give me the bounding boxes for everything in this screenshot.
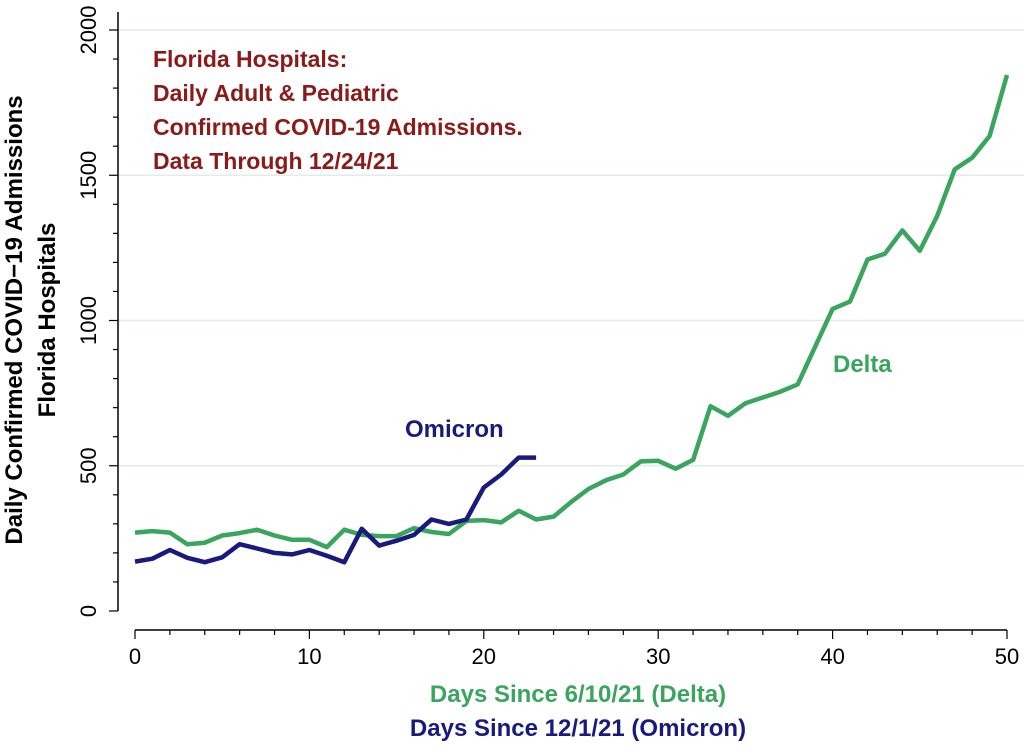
x-axis: 0 10 20 30 40 50 bbox=[129, 629, 1019, 669]
series-line-omicron bbox=[134, 455, 537, 565]
y-tick-label: 1500 bbox=[76, 151, 101, 200]
y-axis: 0 500 1000 1500 2000 bbox=[76, 6, 119, 617]
series-line-delta bbox=[134, 74, 1010, 550]
y-tick-label: 0 bbox=[76, 605, 101, 617]
x-tick-label: 0 bbox=[129, 644, 141, 669]
y-axis-title-line-1: Daily Confirmed COVID−19 Admissions bbox=[1, 95, 28, 544]
x-tick-label: 10 bbox=[297, 644, 321, 669]
chart-annotation: Florida Hospitals: Daily Adult & Pediatr… bbox=[153, 46, 523, 174]
x-tick-label: 20 bbox=[472, 644, 496, 669]
annotation-line-3: Confirmed COVID-19 Admissions. bbox=[153, 114, 523, 140]
x-axis-title: Days Since 6/10/21 (Delta) Days Since 12… bbox=[410, 681, 746, 742]
y-axis-title-line-2: Florida Hospitals bbox=[34, 223, 61, 418]
y-tick-label: 1000 bbox=[76, 296, 101, 345]
annotation-line-2: Daily Adult & Pediatric bbox=[153, 80, 399, 106]
series-lines bbox=[134, 74, 1010, 565]
x-axis-title-delta: Days Since 6/10/21 (Delta) bbox=[430, 681, 726, 708]
y-tick-label: 500 bbox=[76, 447, 101, 484]
x-tick-label: 40 bbox=[820, 644, 844, 669]
x-axis-title-omicron: Days Since 12/1/21 (Omicron) bbox=[410, 715, 746, 742]
annotation-line-1: Florida Hospitals: bbox=[153, 46, 347, 72]
annotation-line-4: Data Through 12/24/21 bbox=[153, 148, 399, 174]
y-tick-label: 2000 bbox=[76, 6, 101, 55]
x-tick-label: 30 bbox=[646, 644, 670, 669]
gridlines bbox=[118, 29, 1024, 467]
series-label-delta: Delta bbox=[833, 351, 892, 378]
series-label-omicron: Omicron bbox=[405, 416, 504, 443]
x-tick-label: 50 bbox=[995, 644, 1019, 669]
y-axis-title: Daily Confirmed COVID−19 Admissions Flor… bbox=[1, 95, 61, 544]
